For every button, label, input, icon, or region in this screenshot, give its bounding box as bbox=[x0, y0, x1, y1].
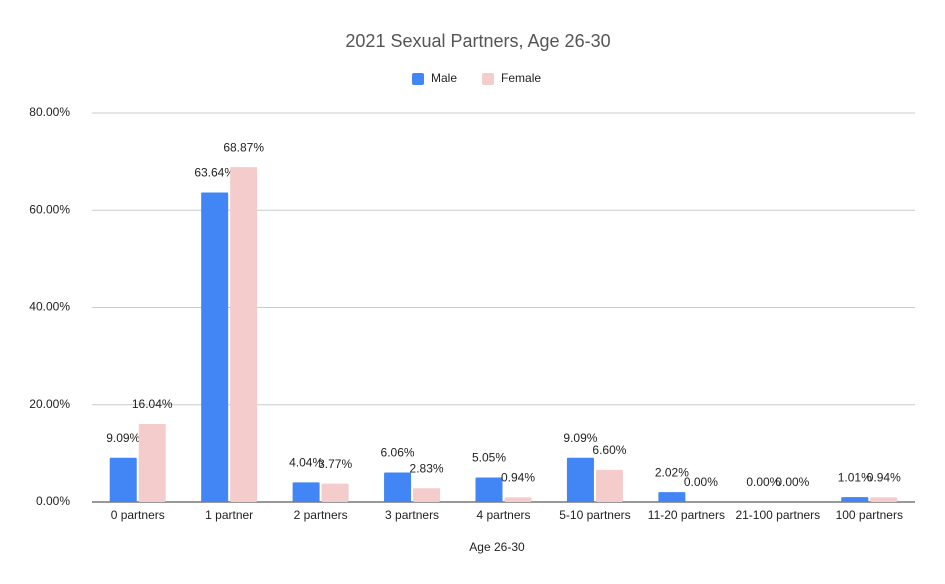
bar bbox=[566, 457, 594, 502]
value-label: 9.09% bbox=[106, 431, 140, 445]
bar bbox=[384, 472, 412, 502]
bar bbox=[413, 488, 441, 502]
chart-title: 2021 Sexual Partners, Age 26-30 bbox=[345, 31, 610, 51]
bar bbox=[109, 457, 137, 502]
x-tick-label: 2 partners bbox=[294, 508, 348, 522]
value-label: 0.00% bbox=[746, 475, 780, 489]
value-label: 1.01% bbox=[838, 470, 872, 484]
legend-swatch bbox=[412, 73, 424, 85]
x-tick-label: 1 partner bbox=[205, 508, 253, 522]
x-tick-label: 5-10 partners bbox=[559, 508, 630, 522]
x-tick-label: 3 partners bbox=[385, 508, 439, 522]
x-tick-label: 11-20 partners bbox=[648, 508, 725, 522]
x-tick-label: 100 partners bbox=[836, 508, 903, 522]
bar bbox=[841, 497, 869, 502]
value-label: 6.60% bbox=[592, 443, 626, 457]
y-tick-label: 40.00% bbox=[29, 300, 70, 314]
bar bbox=[138, 424, 166, 502]
value-label: 63.64% bbox=[194, 166, 235, 180]
bar bbox=[321, 483, 349, 502]
value-label: 4.04% bbox=[289, 456, 323, 470]
value-label: 0.00% bbox=[775, 475, 809, 489]
value-label: 16.04% bbox=[132, 397, 173, 411]
bar bbox=[292, 482, 320, 502]
bar bbox=[475, 477, 503, 502]
legend-swatch bbox=[482, 73, 495, 85]
value-label: 3.77% bbox=[318, 457, 352, 471]
y-tick-label: 80.00% bbox=[29, 105, 70, 119]
bar bbox=[595, 469, 623, 502]
value-label: 5.05% bbox=[472, 451, 506, 465]
value-label: 2.02% bbox=[655, 465, 689, 479]
bar bbox=[658, 492, 686, 502]
y-tick-label: 60.00% bbox=[29, 202, 70, 216]
legend-label: Male bbox=[431, 71, 457, 85]
value-label: 2.83% bbox=[410, 461, 444, 475]
value-label: 9.09% bbox=[563, 431, 597, 445]
x-tick-label: 0 partners bbox=[111, 508, 165, 522]
bar bbox=[201, 192, 229, 502]
value-label: 0.00% bbox=[684, 475, 718, 489]
legend-label: Female bbox=[501, 71, 541, 85]
y-tick-label: 20.00% bbox=[29, 397, 70, 411]
x-tick-label: 21-100 partners bbox=[735, 508, 820, 522]
x-tick-label: 4 partners bbox=[476, 508, 530, 522]
value-label: 6.06% bbox=[381, 446, 415, 460]
bar bbox=[870, 497, 898, 502]
bar bbox=[504, 497, 532, 502]
x-axis-label: Age 26-30 bbox=[469, 540, 525, 554]
bar bbox=[230, 167, 258, 502]
y-tick-label: 0.00% bbox=[36, 494, 70, 508]
value-label: 68.87% bbox=[223, 140, 264, 154]
value-label: 0.94% bbox=[867, 471, 901, 485]
value-label: 0.94% bbox=[501, 471, 535, 485]
